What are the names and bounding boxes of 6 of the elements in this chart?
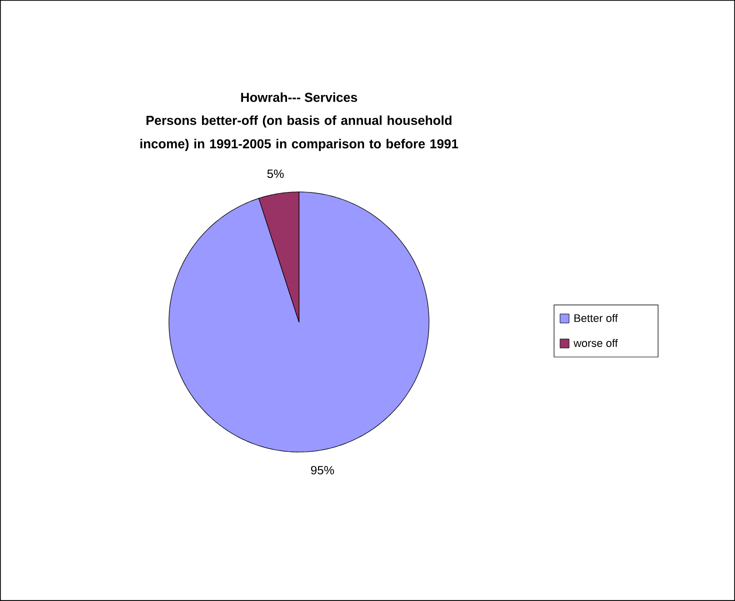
data-label: 95% xyxy=(311,466,334,474)
chart-title: Howrah--- Services xyxy=(241,92,358,102)
legend-label: Better off xyxy=(574,314,618,322)
legend-label: worse off xyxy=(574,338,618,348)
data-label: 5% xyxy=(267,170,284,178)
chart-subtitle: Persons better-off (on basis of annual household income) in 1991-2005 in comparison to before 1991 xyxy=(140,115,458,151)
